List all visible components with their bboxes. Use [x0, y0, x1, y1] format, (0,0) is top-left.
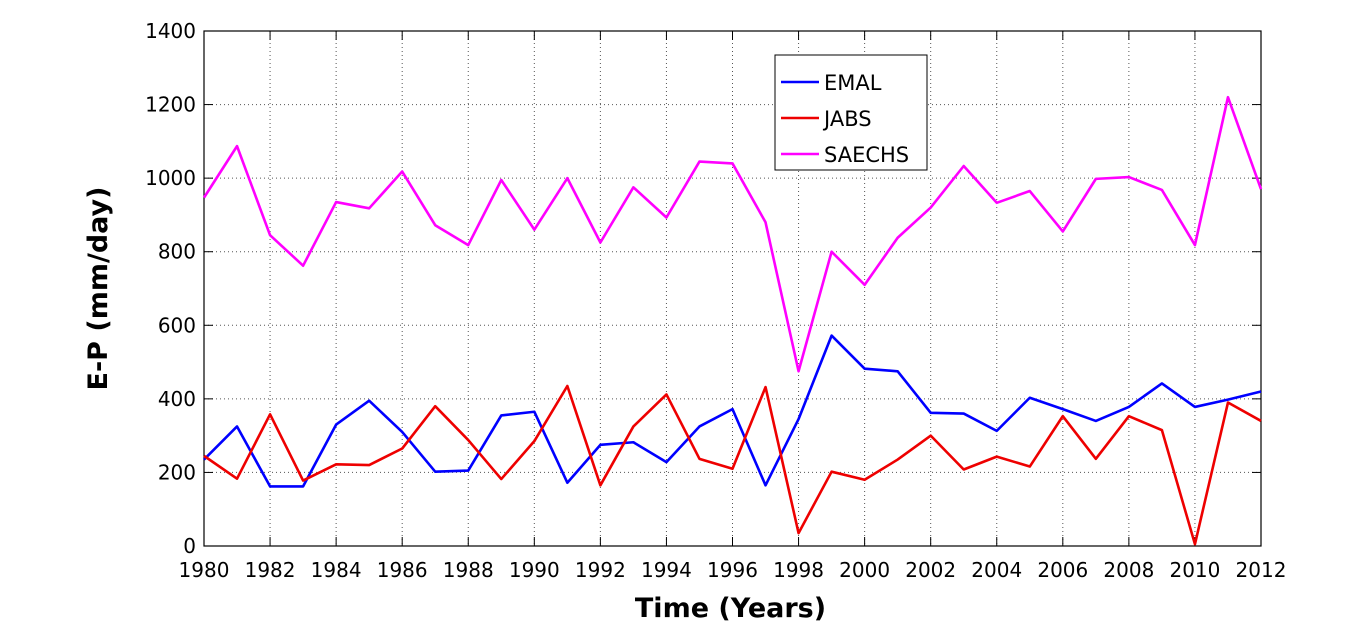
x-tick-label: 1994 [641, 558, 692, 582]
legend-label-emal: EMAL [824, 71, 882, 95]
y-tick-label: 1400 [145, 19, 196, 43]
x-tick-label: 2012 [1236, 558, 1287, 582]
y-tick-label: 1200 [145, 93, 196, 117]
y-tick-label: 1000 [145, 166, 196, 190]
y-tick-label: 200 [158, 460, 196, 484]
y-tick-label: 600 [158, 313, 196, 337]
x-tick-label: 1982 [245, 558, 296, 582]
x-tick-label: 2006 [1037, 558, 1088, 582]
axis-ticks [203, 30, 1262, 547]
x-tick-label: 1988 [443, 558, 494, 582]
y-tick-labels: 0 200 400 600 800 1000 1200 1400 [145, 19, 196, 558]
legend-label-saechs: SAECHS [824, 143, 909, 167]
y-axis-title: E-P (mm/day) [83, 187, 114, 391]
x-tick-label: 2002 [905, 558, 956, 582]
x-tick-label: 1986 [377, 558, 428, 582]
x-tick-label: 2004 [971, 558, 1022, 582]
series-lines [202, 95, 1263, 546]
legend-label-jabs: JABS [822, 107, 872, 131]
legend: EMAL JABS SAECHS [774, 54, 928, 171]
y-tick-label: 0 [183, 534, 196, 558]
x-tick-label: 2010 [1169, 558, 1220, 582]
y-tick-label: 400 [158, 387, 196, 411]
x-tick-label: 1992 [575, 558, 626, 582]
grid-lines [203, 30, 1262, 547]
x-tick-label: 1980 [179, 558, 230, 582]
x-tick-labels: 1980 1982 1984 1986 1988 1990 1992 1994 1996 1998… [179, 558, 1287, 582]
x-tick-label: 2000 [839, 558, 890, 582]
x-tick-label: 1998 [773, 558, 824, 582]
x-tick-label: 2008 [1103, 558, 1154, 582]
x-tick-label: 1990 [509, 558, 560, 582]
series-line-emal [203, 334, 1262, 488]
x-tick-label: 1996 [707, 558, 758, 582]
y-tick-label: 800 [158, 240, 196, 264]
series-line-jabs [203, 384, 1262, 546]
x-axis-title: Time (Years) [635, 593, 826, 624]
series-line-saechs [202, 95, 1263, 373]
x-tick-label: 1984 [311, 558, 362, 582]
legend-box [774, 54, 928, 171]
